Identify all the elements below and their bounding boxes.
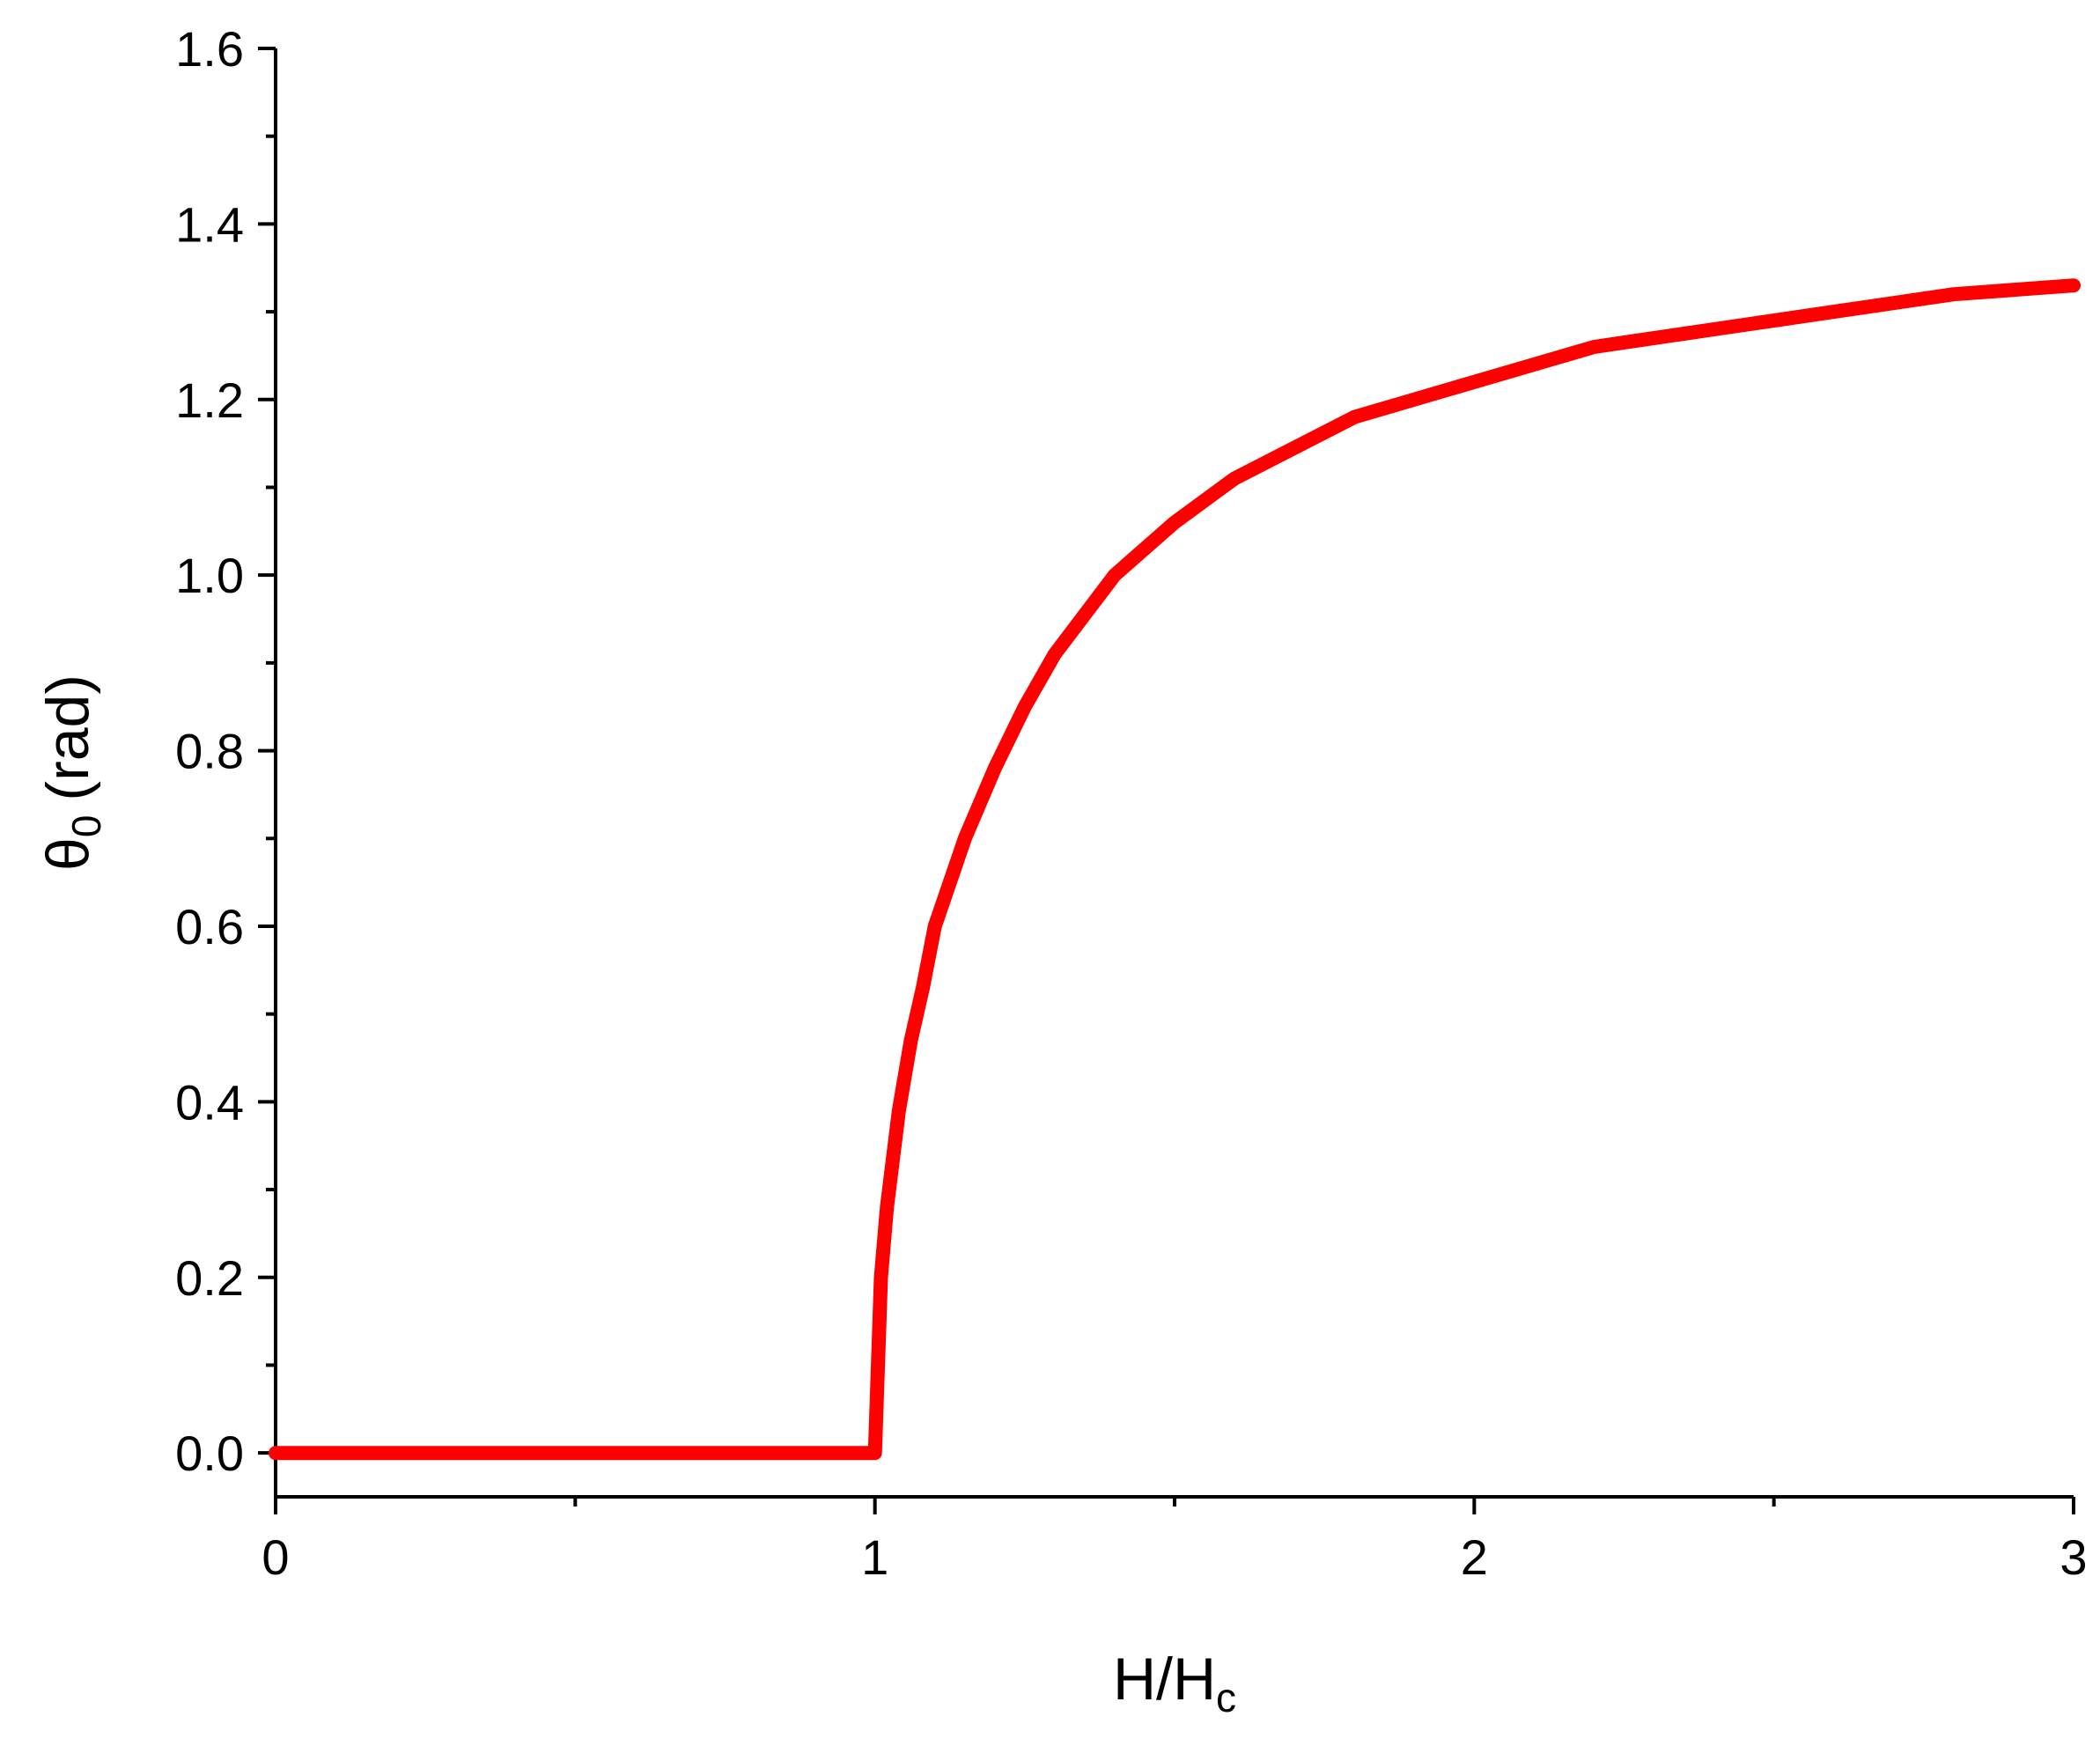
y-tick-label: 1.6	[175, 21, 244, 77]
y-tick-label: 1.2	[175, 372, 244, 428]
x-axis-title-main: H/H	[1113, 1646, 1216, 1713]
y-tick-label: 0.2	[175, 1250, 244, 1306]
y-tick-label: 0.6	[175, 899, 244, 954]
x-tick-label: 0	[262, 1529, 289, 1585]
y-tick-label: 1.0	[175, 548, 244, 603]
x-axis-title: H/Hc	[1113, 1646, 1236, 1720]
y-axis-title-main: θ	[34, 837, 101, 871]
x-axis-title-sub: c	[1216, 1675, 1236, 1720]
x-ticks: 0 1 2 3	[262, 1497, 2088, 1585]
y-axis-title-sub: 0	[63, 815, 109, 838]
y-tick-label: 0.4	[175, 1074, 244, 1130]
x-tick-label: 3	[2059, 1529, 2087, 1585]
y-tick-label: 0.8	[175, 724, 244, 779]
x-tick-label: 2	[1461, 1529, 1488, 1585]
x-tick-label: 1	[861, 1529, 888, 1585]
y-axis-title: θ0 (rad)	[34, 674, 109, 871]
series-layer	[269, 278, 2081, 1461]
y-ticks: 0.0 0.2 0.4 0.6 0.8 1.0 1.2 1.4 1.6	[175, 21, 276, 1481]
y-axis: 0.0 0.2 0.4 0.6 0.8 1.0 1.2 1.4 1.6	[175, 21, 277, 1497]
series-line	[269, 278, 2081, 1461]
x-axis: 0 1 2 3	[262, 1495, 2088, 1585]
y-axis-title-unit: (rad)	[34, 674, 101, 801]
y-tick-label: 1.4	[175, 196, 244, 252]
y-tick-label: 0.0	[175, 1426, 244, 1481]
